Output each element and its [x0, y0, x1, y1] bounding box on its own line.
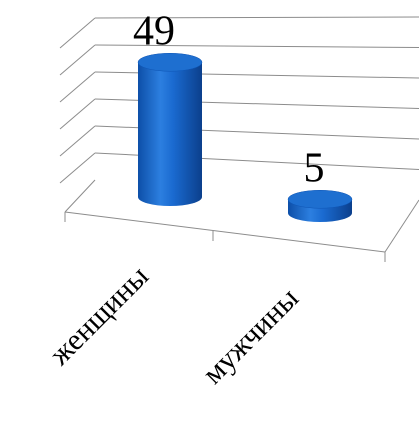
- bars: [137, 53, 353, 222]
- bar-top: [287, 190, 353, 209]
- floor-right-edge: [384, 199, 419, 253]
- gridlines: [59, 16, 419, 184]
- gridline-left: [59, 71, 96, 103]
- bar-body: [138, 62, 202, 206]
- chart-floor: [64, 179, 419, 262]
- gridline-left: [59, 98, 96, 130]
- bar-1: [137, 53, 203, 206]
- gridline-left: [59, 152, 96, 184]
- floor-front-edge: [64, 211, 386, 253]
- data-label: 49: [133, 8, 175, 54]
- category-label: женщины: [42, 260, 154, 372]
- floor-left-edge: [64, 179, 96, 213]
- category-labels: женщины мужчины: [42, 260, 304, 391]
- bar-2: [287, 190, 353, 222]
- gridline-left: [59, 44, 96, 76]
- bar-top: [137, 53, 203, 72]
- data-labels: 49 5: [133, 8, 325, 191]
- category-label: мужчины: [196, 282, 305, 391]
- gridline-back: [94, 44, 419, 48]
- gridline-left: [59, 17, 96, 49]
- data-label: 5: [304, 145, 325, 191]
- gridline-back: [94, 16, 419, 19]
- gridline-left: [59, 125, 96, 157]
